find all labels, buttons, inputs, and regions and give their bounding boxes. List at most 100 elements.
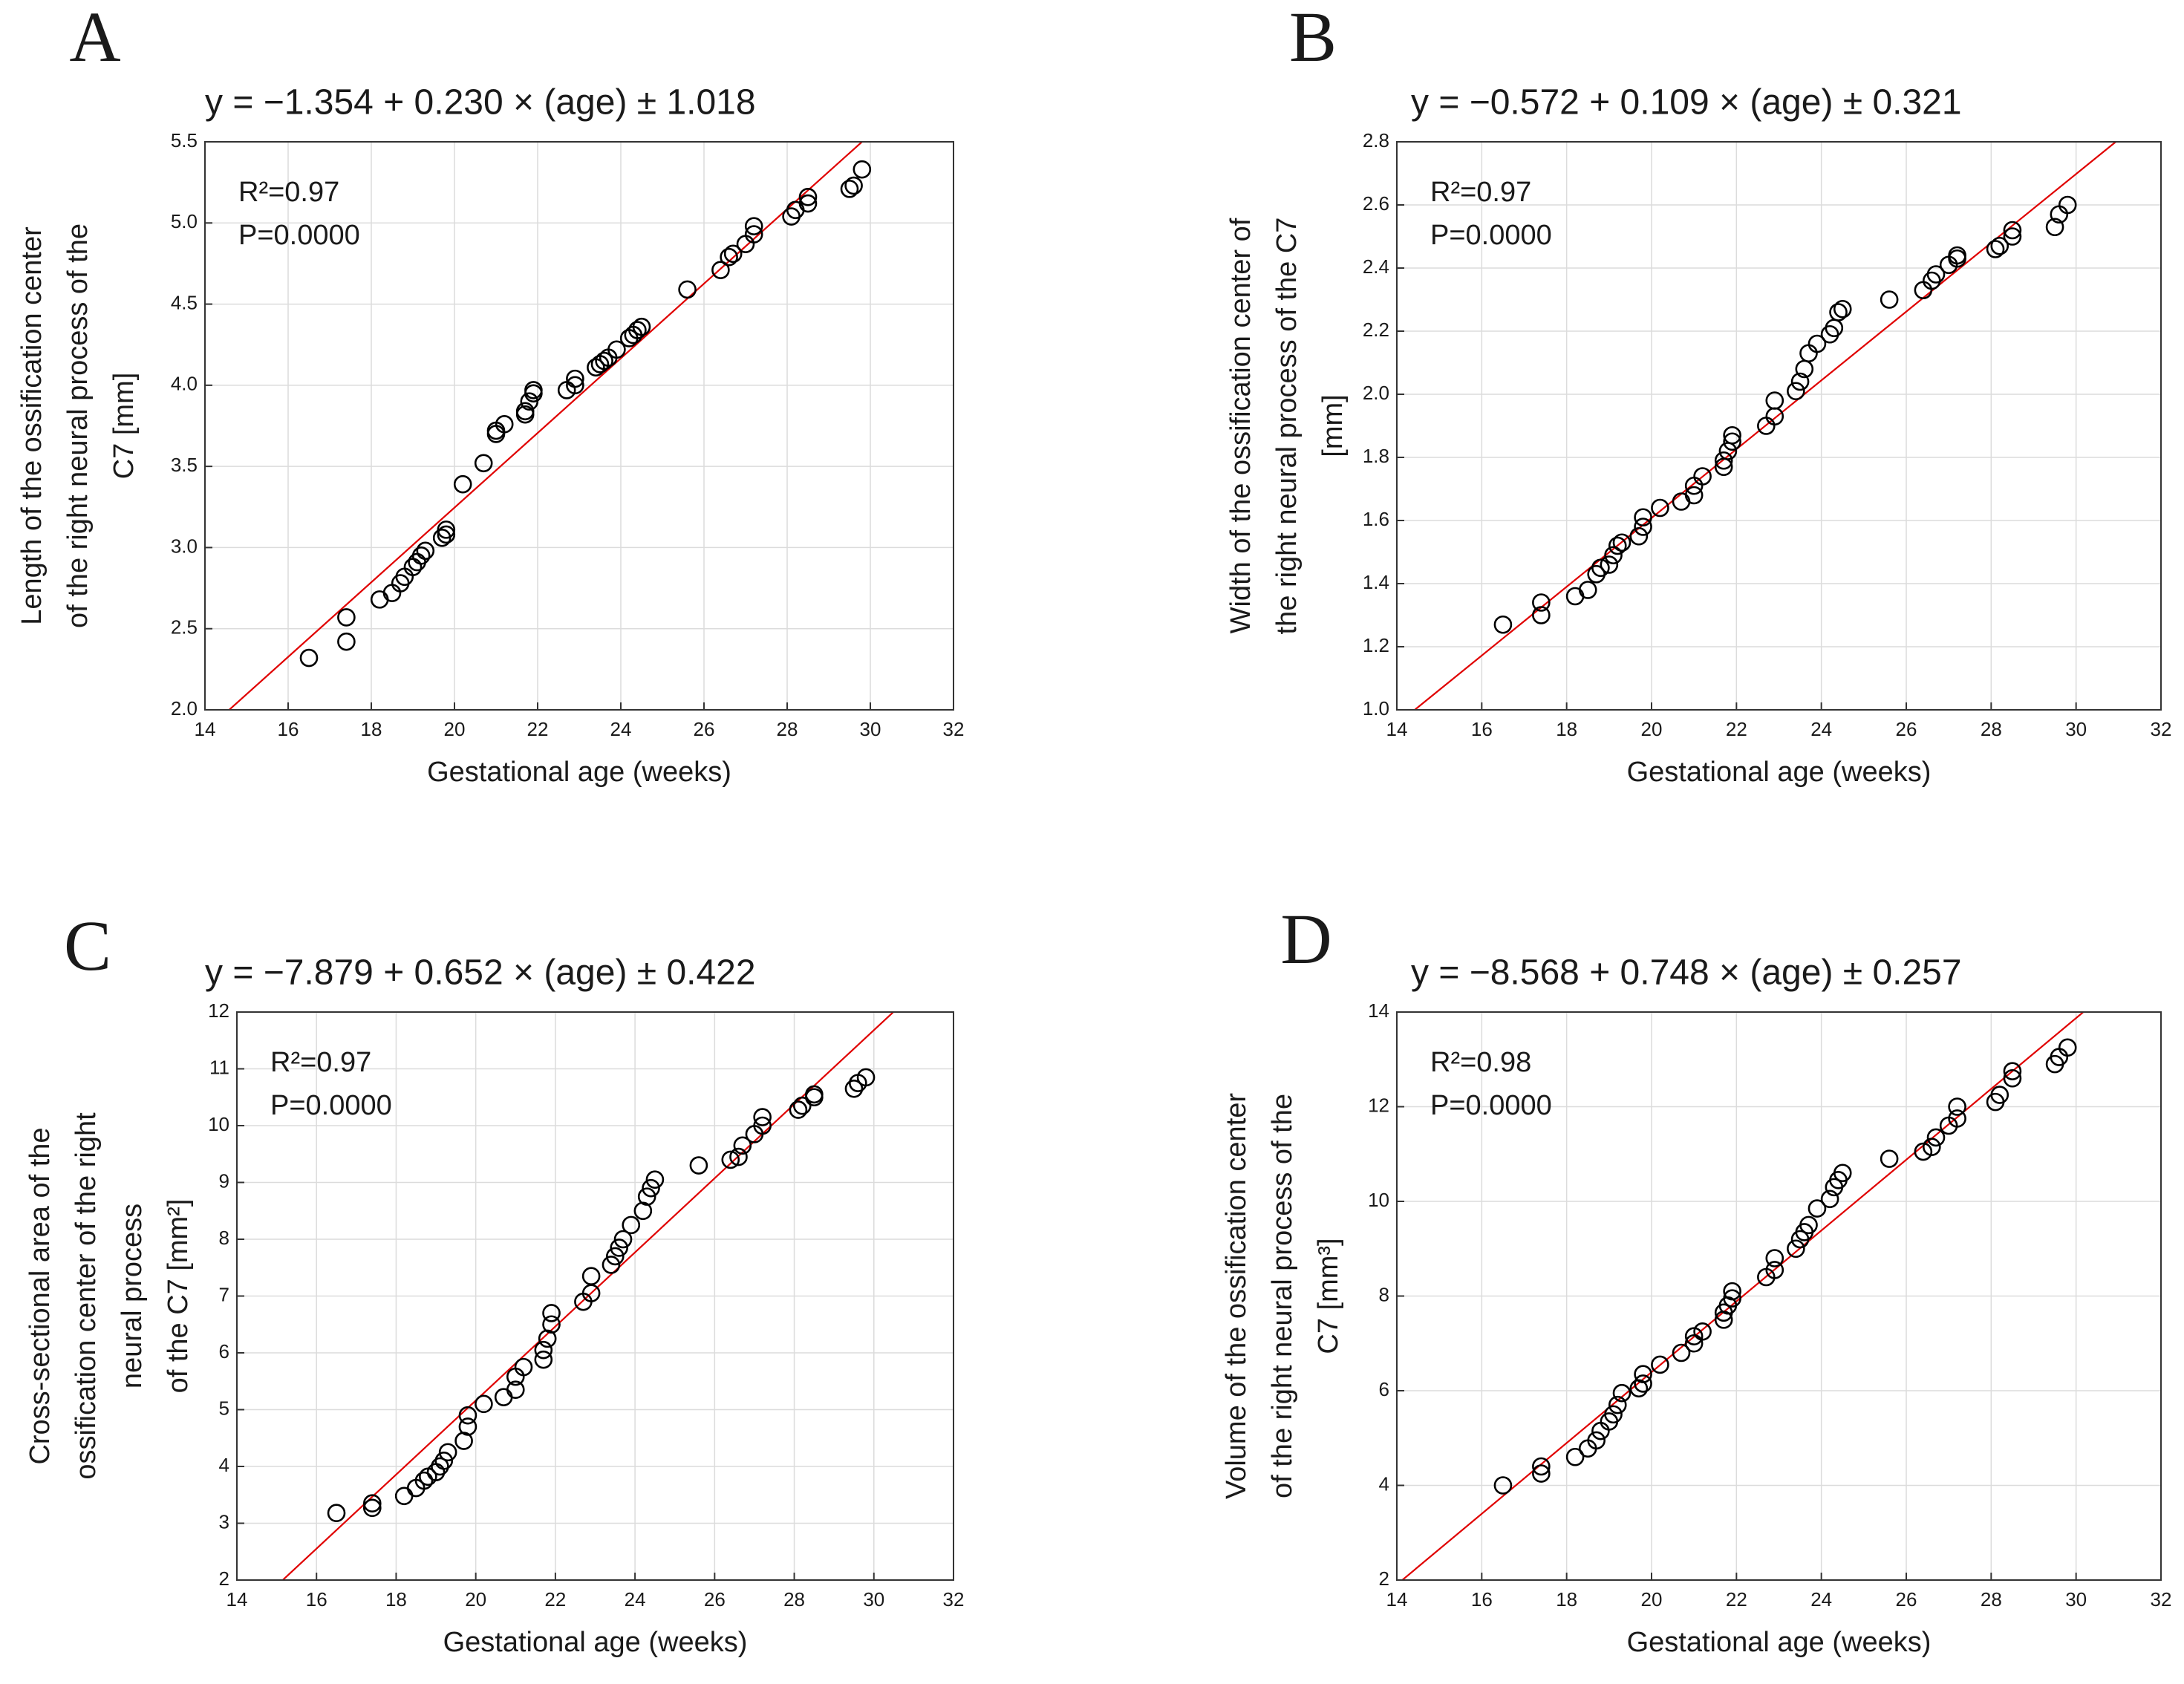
data-point (628, 321, 647, 339)
y-axis-label: Length of the ossification center (16, 226, 48, 625)
x-tick-label: 14 (1386, 1588, 1408, 1610)
x-tick-label: 22 (544, 1588, 566, 1610)
data-point (1612, 1383, 1632, 1403)
data-point (1608, 1395, 1627, 1414)
panel: By = −0.572 + 0.109 × (age) ± 0.321 14 16 1… (1225, 0, 2171, 788)
data-point (1765, 1249, 1784, 1267)
y-axis-label: of the C7 [mm²] (163, 1199, 194, 1394)
x-tick-label: 22 (1726, 718, 1747, 740)
data-point (720, 247, 738, 267)
y-tick-label: 2 (1379, 1567, 1389, 1590)
data-point (744, 217, 763, 235)
plot-frame (1396, 1011, 2162, 1581)
data-point (798, 188, 818, 206)
data-point (581, 1267, 601, 1286)
y-axis-label: [mm] (1317, 394, 1349, 457)
y-tick-label: 5.0 (171, 210, 198, 232)
data-point (1493, 615, 1513, 634)
data-point (610, 1238, 628, 1257)
data-point (524, 381, 543, 399)
x-tick-label: 20 (465, 1588, 486, 1610)
data-point (733, 1136, 752, 1155)
data-point (606, 1247, 625, 1266)
y-axis-label: neural process (117, 1204, 148, 1388)
x-tick-label: 26 (694, 718, 715, 740)
data-point (566, 369, 584, 388)
panel-label: D (1280, 899, 1331, 979)
data-point (437, 525, 456, 544)
data-point (723, 244, 743, 264)
data-point (411, 546, 431, 565)
data-point (1714, 451, 1733, 470)
y-tick-label: 4.5 (171, 291, 198, 313)
data-point (1578, 581, 1597, 599)
data-point (1986, 240, 2005, 258)
panel-label: C (64, 906, 111, 985)
y-axis-label: Volume of the ossification center (1221, 1093, 1252, 1499)
data-point (1948, 1097, 1966, 1116)
data-point (1799, 1215, 1818, 1235)
y-tick-label: 2.6 (1363, 192, 1389, 215)
chart-title: y = −0.572 + 0.109 × (age) ± 0.321 (1411, 83, 1962, 123)
data-point (1820, 1189, 1839, 1209)
x-tick-label: 30 (2065, 1588, 2087, 1610)
data-point (1684, 1327, 1704, 1345)
y-axis-label: of the right neural process of the (1267, 1094, 1298, 1498)
y-axis-label: the right neural process of the C7 (1271, 218, 1303, 635)
data-point (2003, 227, 2022, 246)
data-point (744, 225, 763, 244)
chart-title: y = −1.354 + 0.230 × (age) ± 1.018 (205, 83, 756, 123)
annotation: R²=0.97 (270, 1047, 371, 1078)
data-point (1807, 1199, 1827, 1218)
data-point (1807, 334, 1827, 353)
y-tick-label: 2.0 (171, 697, 198, 719)
data-point (475, 1394, 493, 1414)
data-point (534, 1340, 553, 1360)
x-tick-label: 16 (1471, 718, 1493, 740)
x-axis-label: Gestational age (weeks) (1627, 757, 1932, 788)
data-point (494, 1388, 513, 1406)
data-point (337, 608, 356, 627)
y-tick-label: 4 (1379, 1472, 1389, 1495)
data-point (458, 1406, 477, 1425)
x-axis-label: Gestational age (weeks) (427, 757, 731, 788)
data-point (362, 1498, 382, 1518)
plot-frame (236, 1011, 954, 1581)
data-point (431, 1457, 449, 1476)
data-point (437, 520, 456, 539)
y-tick-label: 6 (1379, 1378, 1389, 1400)
panel-label: A (69, 0, 120, 76)
plot-frame (1396, 141, 2162, 711)
points (1493, 195, 2077, 634)
x-tick-label: 24 (625, 1588, 646, 1610)
data-point (1532, 1457, 1551, 1476)
data-point (1948, 246, 1966, 265)
data-point (1923, 1138, 1941, 1156)
x-tick-label: 32 (943, 718, 965, 740)
data-point (1604, 1405, 1623, 1424)
x-tick-label: 16 (306, 1588, 327, 1610)
data-point (2045, 218, 2064, 237)
x-tick-label: 18 (385, 1588, 407, 1610)
x-tick-label: 26 (1896, 718, 1917, 740)
data-point (506, 1380, 525, 1400)
data-point (515, 402, 535, 421)
data-point (2058, 195, 2077, 215)
y-tick-label: 4.0 (171, 373, 198, 395)
data-point (1565, 1447, 1585, 1466)
x-tick-label: 24 (1810, 718, 1832, 740)
x-tick-label: 22 (1726, 1588, 1747, 1610)
data-point (853, 160, 872, 179)
x-tick-label: 14 (195, 718, 216, 740)
data-point (632, 317, 651, 336)
data-point (1765, 391, 1784, 410)
chart-title: y = −8.568 + 0.748 × (age) ± 0.257 (1411, 953, 1962, 993)
data-point (1532, 1464, 1551, 1483)
panel: Ay = −1.354 + 0.230 × (age) ± 1.018 14 16 1… (16, 0, 964, 788)
data-point (678, 280, 697, 299)
x-tick-label: 28 (1981, 718, 2002, 740)
data-point (1565, 587, 1585, 606)
annotation: P=0.0000 (270, 1090, 392, 1121)
data-point (382, 584, 402, 602)
